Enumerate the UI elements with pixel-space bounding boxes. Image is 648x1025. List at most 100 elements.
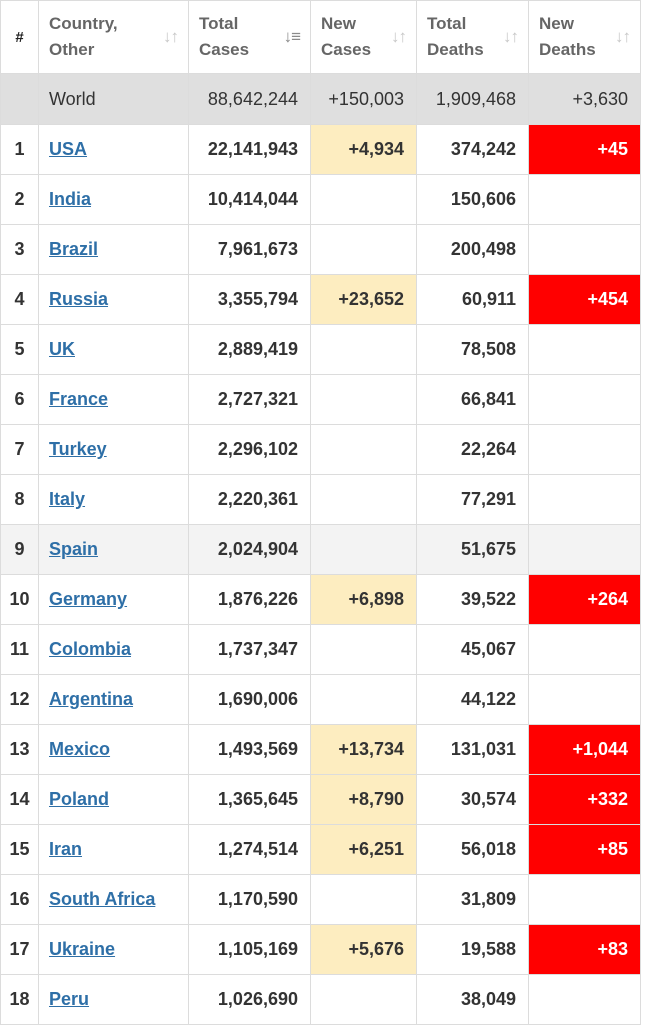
new-deaths-cell — [528, 424, 641, 475]
header-total-cases-line1: Total — [199, 14, 239, 33]
world-new-deaths-cell: +3,630 — [528, 73, 641, 125]
country-cell: Germany — [38, 574, 189, 625]
table-row: 18 Peru 1,026,690 38,049 — [0, 974, 641, 1025]
new-deaths-cell: +83 — [528, 924, 641, 975]
new-cases-cell — [310, 424, 417, 475]
sort-both-icon[interactable]: ↓↑ — [615, 27, 631, 46]
country-link[interactable]: Russia — [49, 289, 109, 309]
total-deaths-cell: 150,606 — [416, 174, 529, 225]
total-cases-cell: 2,220,361 — [188, 474, 311, 525]
country-link[interactable]: Mexico — [49, 739, 111, 759]
new-cases-cell — [310, 624, 417, 675]
new-deaths-cell: +1,044 — [528, 724, 641, 775]
new-deaths-cell — [528, 524, 641, 575]
country-link[interactable]: Brazil — [49, 239, 99, 259]
country-link[interactable]: Spain — [49, 539, 99, 559]
header-new-cases[interactable]: New Cases ↓↑ — [310, 0, 417, 74]
total-deaths-cell: 22,264 — [416, 424, 529, 475]
table-row: 8 Italy 2,220,361 77,291 — [0, 474, 641, 525]
country-link[interactable]: Argentina — [49, 689, 134, 709]
new-deaths-cell — [528, 224, 641, 275]
sort-desc-icon[interactable]: ↓≡ — [283, 27, 301, 46]
new-cases-cell — [310, 474, 417, 525]
country-cell: Brazil — [38, 224, 189, 275]
table-row: 17 Ukraine 1,105,169 +5,676 19,588 +83 — [0, 924, 641, 975]
row-index-cell: 2 — [0, 174, 39, 225]
header-total-deaths[interactable]: Total Deaths ↓↑ — [416, 0, 529, 74]
new-deaths-cell: +45 — [528, 124, 641, 175]
country-cell: Mexico — [38, 724, 189, 775]
row-index-cell: 18 — [0, 974, 39, 1025]
new-cases-cell: +8,790 — [310, 774, 417, 825]
total-deaths-cell: 44,122 — [416, 674, 529, 725]
country-link[interactable]: Iran — [49, 839, 83, 859]
country-link[interactable]: India — [49, 189, 92, 209]
table-row: 12 Argentina 1,690,006 44,122 — [0, 674, 641, 725]
country-link[interactable]: Italy — [49, 489, 86, 509]
header-new-cases-line2: Cases — [321, 40, 372, 59]
new-deaths-cell — [528, 624, 641, 675]
new-deaths-cell — [528, 974, 641, 1025]
table-row: 2 India 10,414,044 150,606 — [0, 174, 641, 225]
total-cases-cell: 1,026,690 — [188, 974, 311, 1025]
row-index-cell: 16 — [0, 874, 39, 925]
country-link[interactable]: UK — [49, 339, 75, 359]
new-cases-cell — [310, 174, 417, 225]
table-row: 5 UK 2,889,419 78,508 — [0, 324, 641, 375]
country-link[interactable]: Poland — [49, 789, 110, 809]
new-deaths-cell — [528, 374, 641, 425]
row-index-cell: 3 — [0, 224, 39, 275]
total-deaths-cell: 39,522 — [416, 574, 529, 625]
total-cases-cell: 1,105,169 — [188, 924, 311, 975]
country-link[interactable]: Turkey — [49, 439, 107, 459]
new-cases-cell — [310, 524, 417, 575]
sort-both-icon[interactable]: ↓↑ — [163, 27, 179, 46]
table-row: 14 Poland 1,365,645 +8,790 30,574 +332 — [0, 774, 641, 825]
total-cases-cell: 2,024,904 — [188, 524, 311, 575]
header-new-deaths-line1: New — [539, 14, 574, 33]
country-cell: Peru — [38, 974, 189, 1025]
row-index-cell: 5 — [0, 324, 39, 375]
row-index-cell: 6 — [0, 374, 39, 425]
country-cell: Poland — [38, 774, 189, 825]
country-cell: Argentina — [38, 674, 189, 725]
world-name-cell: World — [38, 73, 189, 125]
header-new-cases-line1: New — [321, 14, 356, 33]
country-link[interactable]: South Africa — [49, 889, 156, 909]
country-link[interactable]: Peru — [49, 989, 90, 1009]
country-link[interactable]: Germany — [49, 589, 128, 609]
total-cases-cell: 1,737,347 — [188, 624, 311, 675]
total-cases-cell: 22,141,943 — [188, 124, 311, 175]
row-index-cell: 12 — [0, 674, 39, 725]
total-cases-cell: 1,876,226 — [188, 574, 311, 625]
total-deaths-cell: 31,809 — [416, 874, 529, 925]
total-deaths-cell: 19,588 — [416, 924, 529, 975]
table-row: 4 Russia 3,355,794 +23,652 60,911 +454 — [0, 274, 641, 325]
total-deaths-cell: 78,508 — [416, 324, 529, 375]
new-deaths-cell: +454 — [528, 274, 641, 325]
table-row: 15 Iran 1,274,514 +6,251 56,018 +85 — [0, 824, 641, 875]
header-country-line2: Other — [49, 40, 95, 59]
country-link[interactable]: Colombia — [49, 639, 132, 659]
country-cell: UK — [38, 324, 189, 375]
total-deaths-cell: 374,242 — [416, 124, 529, 175]
new-cases-cell: +6,898 — [310, 574, 417, 625]
table-row: 1 USA 22,141,943 +4,934 374,242 +45 — [0, 124, 641, 175]
header-total-cases[interactable]: Total Cases ↓≡ — [188, 0, 311, 74]
header-new-deaths-line2: Deaths — [539, 40, 596, 59]
row-index-cell: 7 — [0, 424, 39, 475]
row-index-cell: 14 — [0, 774, 39, 825]
header-new-deaths[interactable]: New Deaths ↓↑ — [528, 0, 641, 74]
row-index-cell: 9 — [0, 524, 39, 575]
total-deaths-cell: 200,498 — [416, 224, 529, 275]
total-deaths-cell: 66,841 — [416, 374, 529, 425]
country-link[interactable]: Ukraine — [49, 939, 116, 959]
row-index-cell: 11 — [0, 624, 39, 675]
table-row: 10 Germany 1,876,226 +6,898 39,522 +264 — [0, 574, 641, 625]
sort-both-icon[interactable]: ↓↑ — [391, 27, 407, 46]
header-country[interactable]: Country, Other ↓↑ — [38, 0, 189, 74]
sort-both-icon[interactable]: ↓↑ — [503, 27, 519, 46]
country-link[interactable]: France — [49, 389, 109, 409]
country-link[interactable]: USA — [49, 139, 88, 159]
